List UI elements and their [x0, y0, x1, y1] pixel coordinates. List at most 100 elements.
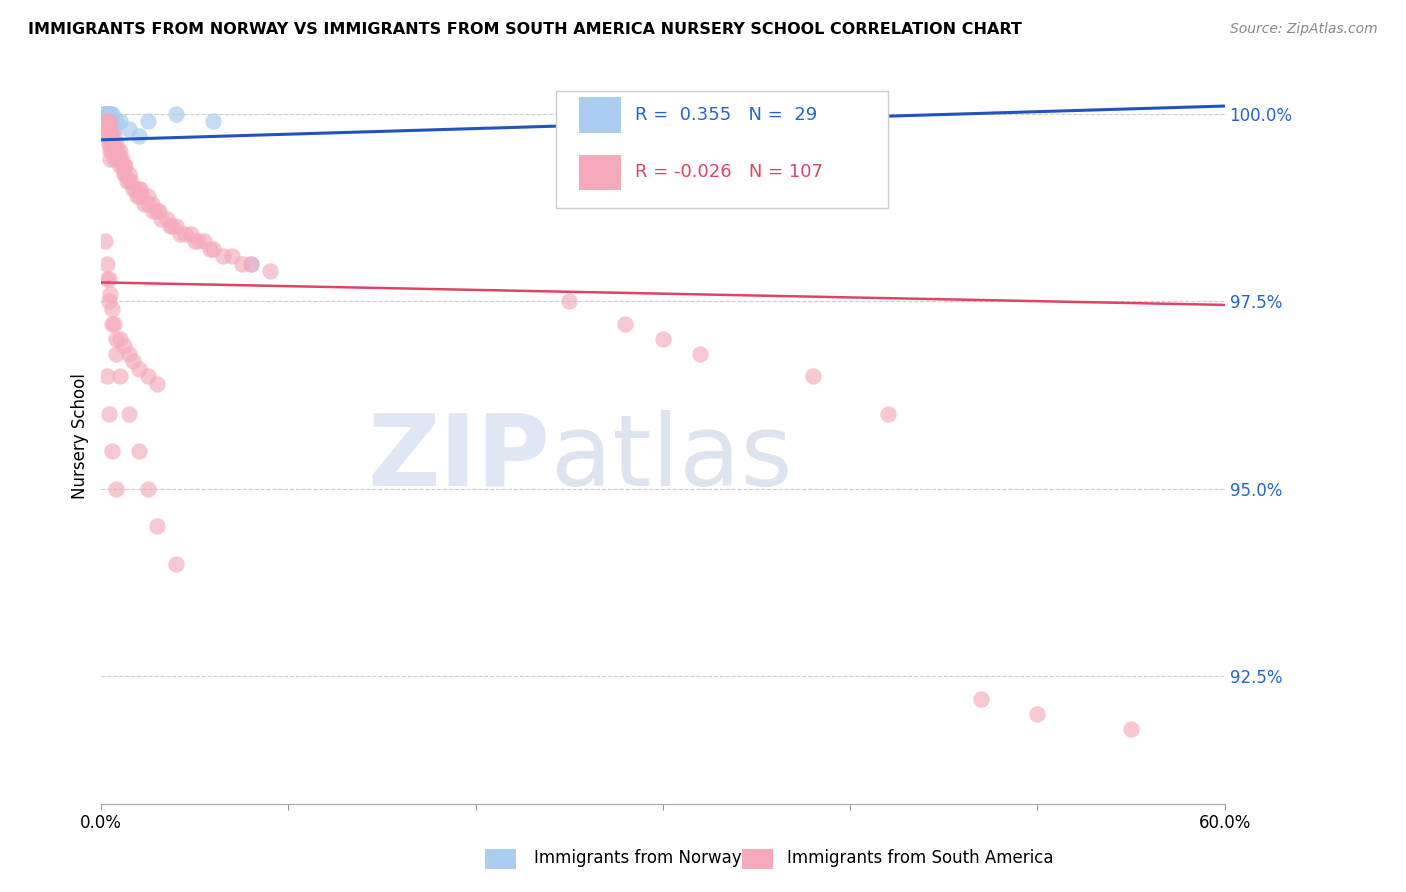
Point	[105, 482, 128, 496]
Point	[165, 219, 187, 233]
Point	[96, 129, 118, 144]
Point	[876, 407, 898, 421]
Point	[136, 189, 159, 203]
Point	[651, 332, 673, 346]
Point	[94, 234, 117, 248]
Point	[122, 354, 145, 368]
Point	[118, 347, 141, 361]
Point	[183, 234, 205, 248]
Point	[96, 106, 118, 120]
Point	[221, 249, 243, 263]
Point	[94, 121, 117, 136]
Text: atlas: atlas	[551, 409, 792, 507]
Point	[169, 227, 191, 241]
Point	[97, 271, 120, 285]
Bar	[579, 97, 621, 133]
Point	[801, 369, 824, 384]
Point	[193, 234, 215, 248]
Point	[101, 317, 124, 331]
Text: Immigrants from South America: Immigrants from South America	[787, 849, 1054, 867]
Point	[689, 347, 711, 361]
Point	[97, 106, 120, 120]
Point	[105, 136, 128, 151]
Point	[165, 106, 187, 120]
Point	[97, 294, 120, 309]
Point	[148, 204, 170, 219]
Point	[103, 129, 125, 144]
Point	[91, 114, 114, 128]
Point	[118, 167, 141, 181]
Point	[202, 242, 225, 256]
Text: Immigrants from Norway: Immigrants from Norway	[534, 849, 742, 867]
Y-axis label: Nursery School: Nursery School	[72, 374, 89, 500]
Point	[128, 361, 150, 376]
Point	[124, 181, 146, 195]
Point	[112, 339, 135, 353]
Point	[101, 136, 124, 151]
Point	[165, 557, 187, 571]
Point	[259, 264, 281, 278]
Point	[96, 114, 118, 128]
Point	[100, 114, 122, 128]
Point	[100, 144, 122, 158]
Point	[970, 692, 993, 706]
Point	[96, 369, 118, 384]
Point	[128, 189, 150, 203]
Point	[180, 227, 202, 241]
Point	[136, 114, 159, 128]
Point	[112, 167, 135, 181]
Point	[146, 376, 169, 391]
Point	[134, 196, 156, 211]
Text: Source: ZipAtlas.com: Source: ZipAtlas.com	[1230, 22, 1378, 37]
Point	[94, 114, 117, 128]
Point	[128, 181, 150, 195]
Point	[94, 106, 117, 120]
Point	[103, 121, 125, 136]
Point	[239, 257, 262, 271]
Point	[142, 204, 165, 219]
Point	[125, 189, 148, 203]
Point	[614, 317, 637, 331]
Point	[101, 144, 124, 158]
Point	[160, 219, 183, 233]
Point	[122, 181, 145, 195]
Point	[108, 159, 131, 173]
Point	[100, 106, 122, 120]
Point	[100, 114, 122, 128]
Text: IMMIGRANTS FROM NORWAY VS IMMIGRANTS FROM SOUTH AMERICA NURSERY SCHOOL CORRELATI: IMMIGRANTS FROM NORWAY VS IMMIGRANTS FRO…	[28, 22, 1022, 37]
Point	[128, 444, 150, 458]
Text: R = -0.026   N = 107: R = -0.026 N = 107	[634, 163, 823, 181]
Point	[108, 369, 131, 384]
Point	[174, 227, 197, 241]
Point	[97, 121, 120, 136]
Point	[105, 332, 128, 346]
Text: R =  0.355   N =  29: R = 0.355 N = 29	[634, 106, 817, 124]
Point	[112, 159, 135, 173]
Point	[97, 114, 120, 128]
Point	[94, 106, 117, 120]
Point	[146, 204, 169, 219]
Point	[202, 114, 225, 128]
Point	[108, 152, 131, 166]
Point	[96, 114, 118, 128]
Point	[108, 332, 131, 346]
Point	[97, 407, 120, 421]
Point	[105, 144, 128, 158]
Point	[114, 167, 136, 181]
FancyBboxPatch shape	[557, 91, 887, 208]
Point	[103, 152, 125, 166]
Point	[97, 106, 120, 120]
Point	[128, 129, 150, 144]
Point	[103, 317, 125, 331]
Point	[97, 136, 120, 151]
Point	[187, 234, 209, 248]
Point	[558, 294, 581, 309]
Point	[97, 114, 120, 128]
Point	[105, 152, 128, 166]
Point	[155, 211, 177, 226]
Point	[100, 121, 122, 136]
Point	[97, 106, 120, 120]
Point	[136, 369, 159, 384]
Point	[1119, 722, 1142, 736]
Point	[105, 114, 128, 128]
